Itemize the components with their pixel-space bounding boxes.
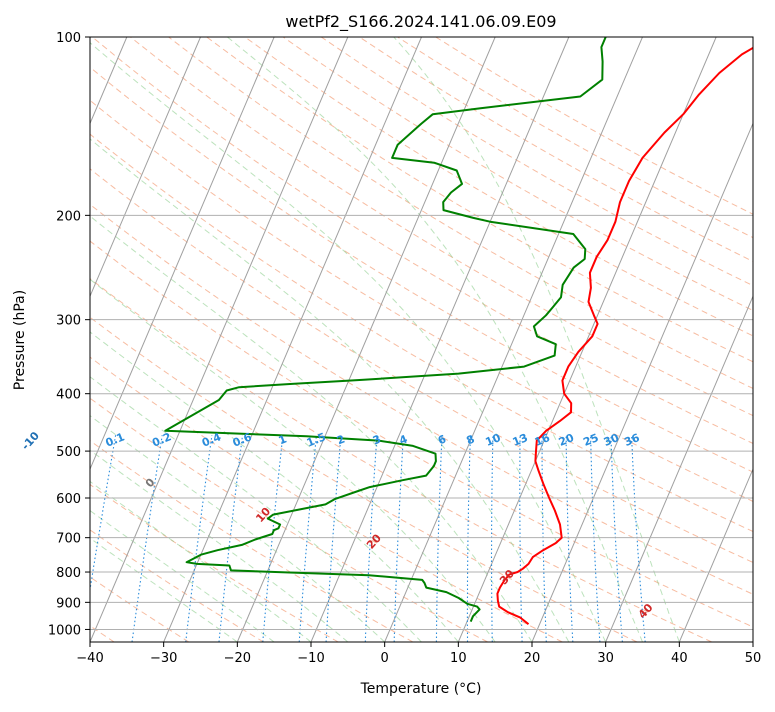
mixing-ratio-label: 8 (464, 433, 476, 448)
y-tick-label: 900 (56, 596, 81, 611)
temperature-line (497, 37, 771, 624)
dry-adiabat-line (245, 37, 775, 642)
dry-adiabat-label: -10 (19, 429, 42, 453)
dry-adiabat-line (0, 37, 338, 642)
mixing-ratio-line (394, 435, 403, 642)
dry-adiabat-line (0, 37, 562, 642)
dry-adiabat-label: 10 (253, 505, 273, 525)
x-tick-label: 0 (381, 651, 389, 666)
mixing-ratio-line (263, 435, 283, 642)
mixing-ratio-label: 10 (484, 431, 503, 449)
moist-adiabat-line (0, 37, 348, 642)
mixing-ratio-label: 16 (533, 431, 552, 449)
moist-adiabat-line (0, 37, 274, 642)
mixing-ratio-line (467, 435, 470, 642)
dry-adiabat-line (169, 37, 775, 642)
mixing-ratio-label: 25 (581, 431, 600, 449)
x-tick-label: 40 (671, 651, 688, 666)
mixing-ratio-line (520, 435, 522, 642)
dry-adiabat-line (0, 37, 488, 642)
mixing-ratio-label: 1.5 (305, 430, 328, 449)
x-tick-label: 50 (745, 651, 762, 666)
mixing-ratio-line (132, 435, 162, 642)
dry-adiabat-line (0, 37, 775, 642)
dry-adiabat-line (130, 37, 775, 642)
mixing-ratio-label: 13 (511, 431, 530, 449)
dry-adiabat-line (0, 37, 413, 642)
isotherm-line (753, 37, 775, 642)
mixing-ratio-label: 0.2 (150, 430, 173, 449)
dry-adiabat-line (0, 37, 712, 642)
dry-adiabat-line (436, 37, 775, 642)
y-tick-label: 600 (56, 492, 81, 507)
dry-adiabat-label: 20 (364, 531, 384, 551)
x-tick-label: 30 (597, 651, 614, 666)
x-axis-label: Temperature (°C) (360, 681, 482, 697)
dry-adiabat-line (359, 37, 775, 642)
x-tick-label: −10 (297, 651, 324, 666)
y-tick-label: 1000 (48, 623, 81, 638)
y-axis-label: Pressure (hPa) (12, 290, 28, 390)
x-tick-label: 10 (450, 651, 467, 666)
moist-adiabat-line (394, 37, 680, 642)
dry-adiabat-line (92, 37, 775, 642)
moist-adiabat-line (0, 37, 385, 642)
moist-adiabat-line (0, 37, 569, 642)
x-tick-label: −40 (76, 651, 103, 666)
isotherm-line (458, 37, 716, 642)
y-tick-label: 200 (56, 209, 81, 224)
y-tick-label: 700 (56, 532, 81, 547)
moist-adiabat-line (227, 37, 642, 642)
x-tick-label: −20 (224, 651, 251, 666)
mixing-ratio-label: 4 (397, 432, 409, 447)
y-tick-label: 500 (56, 445, 81, 460)
isotherm-line (385, 37, 643, 642)
y-tick-label: 100 (56, 31, 81, 46)
isotherm-line (311, 37, 569, 642)
mixing-ratio-line (591, 435, 600, 642)
dry-adiabat-line (0, 37, 189, 642)
mixing-ratio-line (82, 435, 116, 642)
chart-title: wetPf2_S166.2024.141.06.09.E09 (285, 12, 556, 32)
mixing-ratio-line (326, 435, 341, 642)
mixing-ratio-label: 3 (371, 433, 383, 448)
background-lines (0, 37, 775, 642)
isotherm-line (606, 37, 775, 642)
dewpoint-line (165, 37, 605, 622)
dry-adiabat-line (0, 37, 264, 642)
gridlines (90, 37, 753, 629)
mixing-ratio-label: 0.1 (104, 430, 127, 449)
y-tick-label: 800 (56, 566, 81, 581)
mixing-ratio-line (492, 435, 493, 642)
dry-adiabat-line (283, 37, 775, 642)
dry-adiabat-label: 40 (636, 601, 656, 621)
x-tick-label: −30 (150, 651, 177, 666)
dry-adiabat-label: 30 (497, 567, 517, 587)
isotherm-line (237, 37, 495, 642)
isotherm-line (90, 37, 348, 642)
isotherm-line (16, 37, 274, 642)
moist-adiabat-line (0, 37, 458, 642)
moist-adiabat-line (0, 37, 532, 642)
y-tick-label: 300 (56, 314, 81, 329)
y-tick-label: 400 (56, 388, 81, 403)
x-tick-label: 20 (524, 651, 541, 666)
mixing-ratio-label: 36 (622, 431, 641, 449)
dry-adiabat-line (207, 37, 775, 642)
mixing-ratio-label: 20 (557, 431, 576, 449)
moist-adiabat-line (0, 37, 311, 642)
axes: −40 −30 −20 −10 0 10 20 30 40 50 100 200 300 400 500 60… (48, 31, 761, 666)
isotherm-line (679, 37, 775, 642)
profile-series (165, 37, 771, 624)
mixing-ratio-line (436, 435, 442, 642)
moist-adiabat-line (0, 37, 237, 642)
moist-adiabat-line (0, 37, 495, 642)
